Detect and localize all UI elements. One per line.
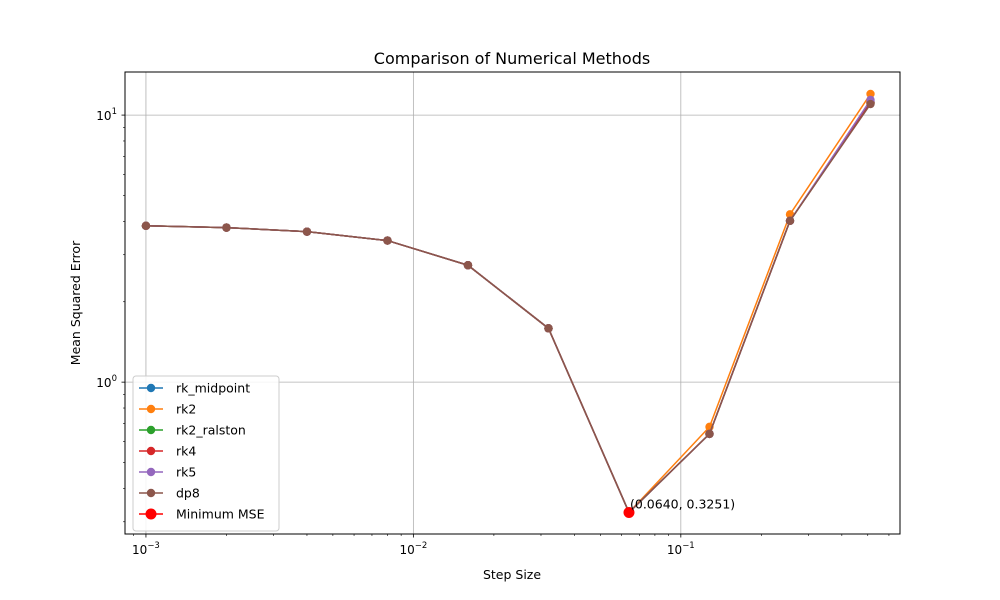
legend-marker [146, 383, 156, 393]
legend-marker [145, 508, 157, 520]
legend-entry: rk4 [139, 444, 196, 459]
data-point-dp8 [785, 216, 795, 225]
x-tick-label: 10−1 [667, 541, 695, 557]
y-tick-label: 100 [96, 374, 117, 390]
axis-ticks: 10−3 10−2 10−1 100 101 [96, 107, 890, 557]
minimum-mse-point [623, 506, 635, 518]
data-point-dp8 [463, 261, 473, 270]
legend-label: dp8 [176, 486, 200, 501]
legend-box [132, 375, 280, 532]
x-axis-label: Step Size [483, 567, 541, 582]
x-tick-label: 10−2 [399, 541, 427, 557]
legend-marker [146, 488, 156, 498]
series-lines [141, 89, 875, 517]
legend-marker [146, 425, 156, 435]
legend-label: rk2_ralston [176, 423, 246, 438]
legend-label: rk2 [176, 402, 196, 417]
series-line-dp8 [145, 103, 872, 514]
legend-label: rk4 [176, 444, 196, 459]
legend-label: rk_midpoint [176, 381, 250, 396]
minimum-annotation: (0.0640, 0.3251) [630, 496, 735, 511]
legend-label: rk5 [176, 465, 196, 480]
minimum-marker-group: (0.0640, 0.3251) [623, 496, 735, 518]
legend-entry: Minimum MSE [139, 507, 265, 522]
x-tick-label: 10−3 [132, 541, 160, 557]
legend-entry: rk2_ralston [139, 423, 246, 438]
legend-entry: rk2 [139, 402, 196, 417]
data-point-dp8 [544, 324, 553, 333]
legend-entry: rk_midpoint [139, 381, 250, 396]
data-point-dp8 [222, 223, 231, 232]
data-point-dp8 [141, 221, 151, 230]
legend-label: Minimum MSE [176, 507, 265, 522]
data-point-dp8 [302, 227, 312, 236]
legend-entry: dp8 [139, 486, 200, 501]
legend-entry: rk5 [139, 465, 196, 480]
legend-marker [146, 446, 156, 456]
legend-marker [146, 404, 156, 414]
y-axis-label: Mean Squared Error [68, 240, 83, 365]
data-point-dp8 [866, 99, 875, 109]
legend: rk_midpoint rk2 rk2_ralston rk4 rk5 dp8 Minimu… [132, 375, 280, 532]
data-point-dp8 [705, 429, 714, 439]
y-tick-label: 101 [96, 107, 117, 123]
legend-marker [146, 467, 156, 477]
plot-frame [124, 71, 901, 535]
chart-title: Comparison of Numerical Methods [374, 49, 650, 68]
data-point-rk2 [866, 89, 875, 99]
data-point-dp8 [383, 236, 392, 245]
